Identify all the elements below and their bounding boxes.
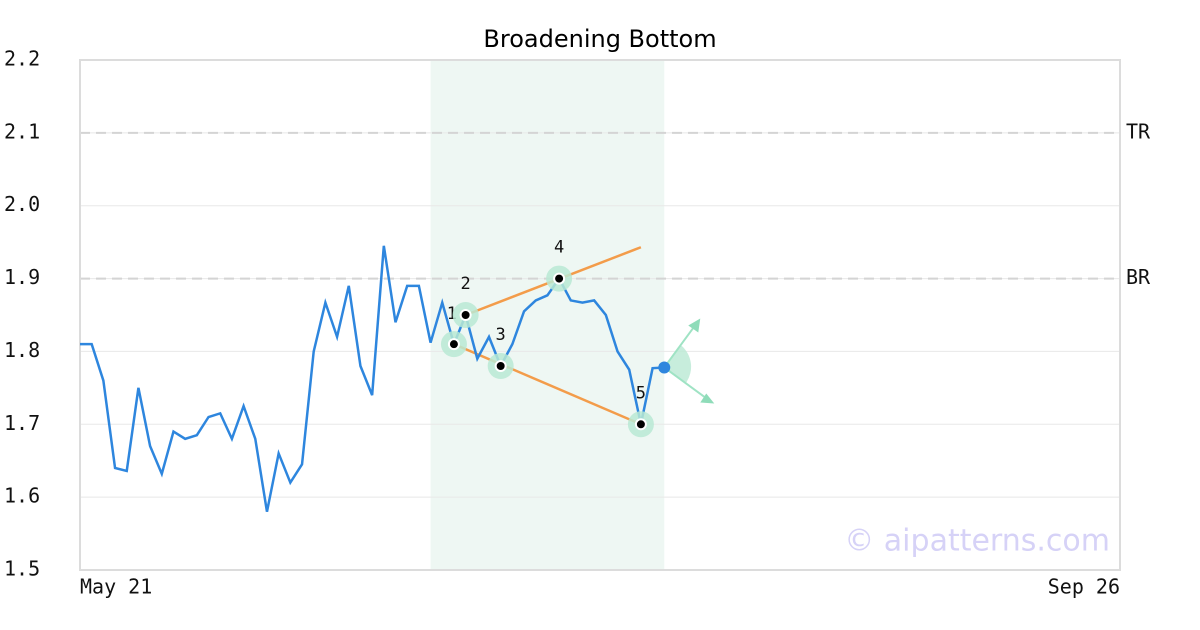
pivot-label: 5 — [636, 383, 646, 403]
x-tick-label: May 21 — [80, 575, 152, 599]
y-tick-label: 1.9 — [4, 265, 40, 289]
x-tick-label: Sep 26 — [1048, 575, 1120, 599]
y-tick-label: 2.1 — [4, 119, 40, 143]
price-line — [80, 245, 665, 512]
pivot-dot — [459, 309, 472, 321]
last-point — [658, 361, 671, 374]
y-tick-label: 1.6 — [4, 484, 40, 508]
arrow-down-head — [700, 393, 715, 404]
y-tick-label: 1.8 — [4, 338, 40, 362]
pivot-dot — [553, 272, 566, 285]
pivot-label: 4 — [554, 238, 564, 258]
arrow-up-head — [688, 318, 701, 333]
chart-title: Broadening Bottom — [483, 25, 716, 53]
direction-wedge — [664, 345, 692, 383]
plot-frame — [79, 59, 1121, 571]
pivot-dot — [634, 418, 647, 431]
arrow-down — [663, 366, 710, 402]
pivot-label: 2 — [460, 274, 470, 294]
level-label: BR — [1126, 265, 1151, 289]
pivot-label: 1 — [447, 304, 457, 324]
watermark: © aipatterns.com — [844, 524, 1110, 559]
y-tick-label: 2.0 — [4, 192, 40, 216]
y-tick-label: 1.7 — [4, 411, 40, 435]
pivot-label: 3 — [496, 325, 506, 345]
pivot-dot — [447, 338, 460, 351]
level-label: TR — [1126, 119, 1151, 143]
pivot-dot — [494, 360, 507, 372]
y-tick-label: 1.5 — [4, 557, 40, 581]
y-tick-label: 2.2 — [4, 47, 40, 71]
trend-line — [453, 342, 642, 426]
arrow-up — [663, 321, 699, 369]
